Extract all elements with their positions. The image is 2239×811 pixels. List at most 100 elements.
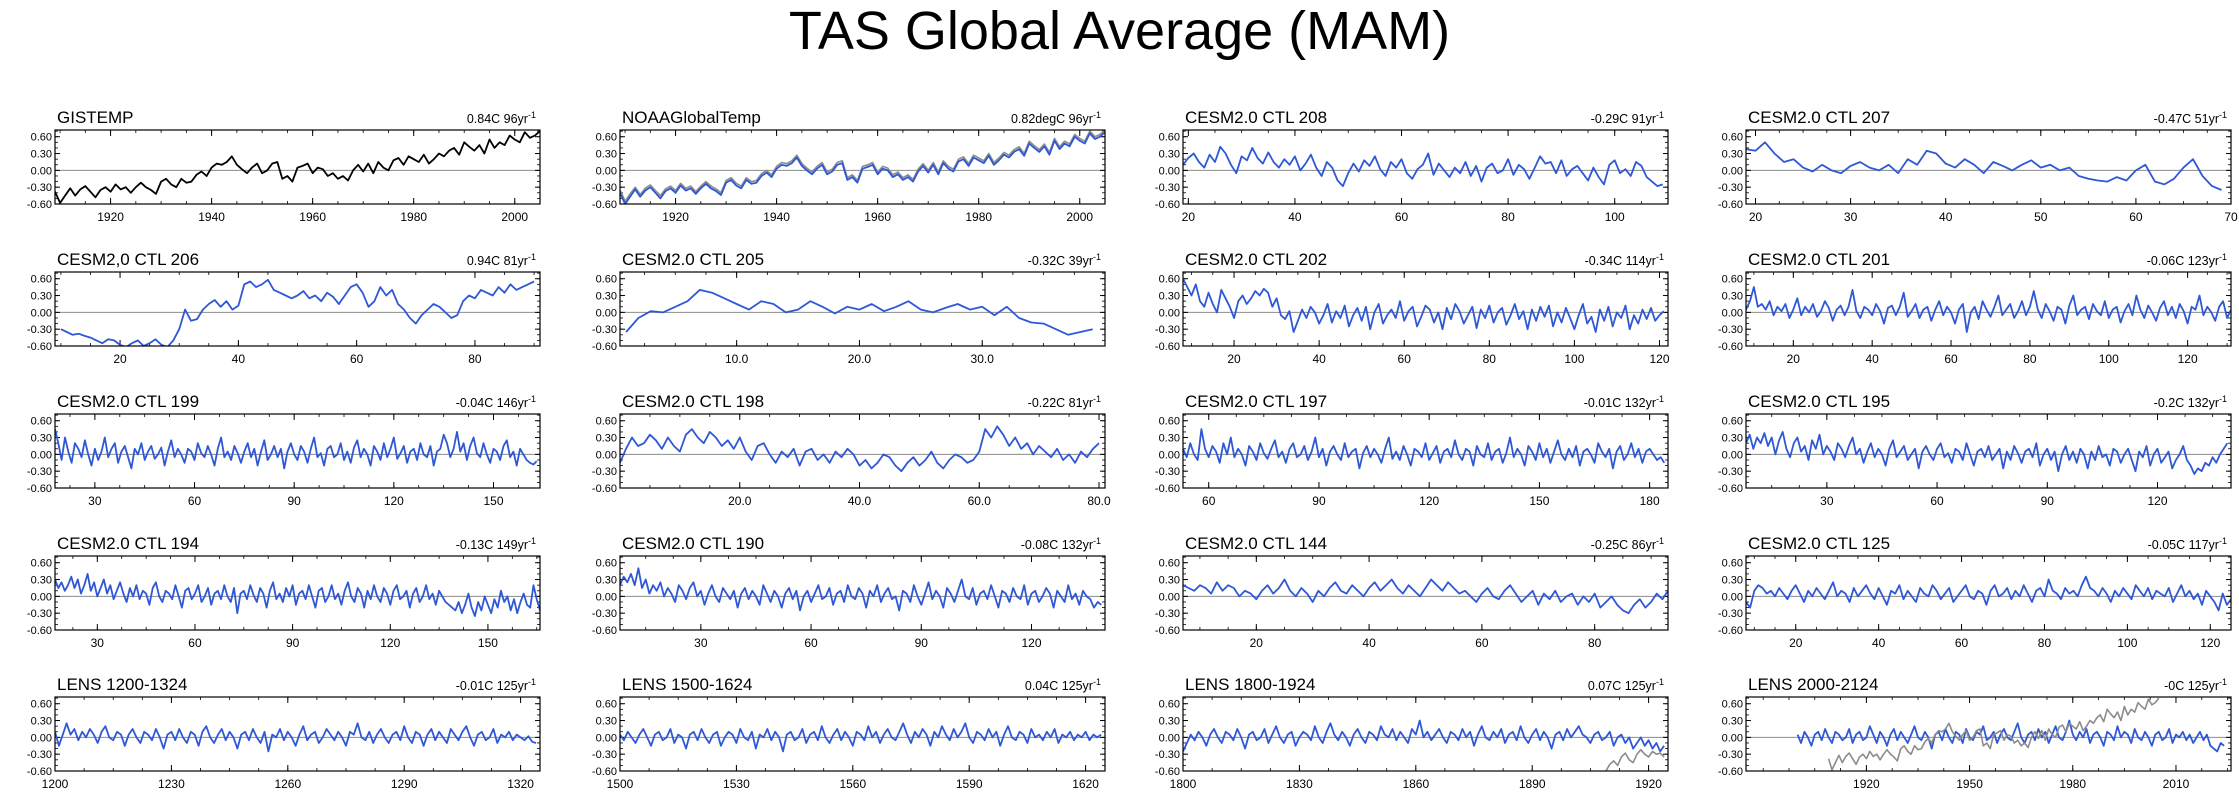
x-tick-label: 1920 — [1853, 777, 1880, 791]
panel-trend: -0.01C 132yr-1 — [1584, 394, 1664, 410]
y-tick-label: -0.30 — [1718, 608, 1743, 620]
panel-frame — [1182, 696, 1669, 772]
y-tick-label: 0.30 — [1722, 291, 1743, 303]
x-tick-label: 180 — [1640, 494, 1660, 508]
x-tick-label: 1590 — [956, 777, 983, 791]
x-tick-label: 80 — [1588, 636, 1602, 650]
x-tick-label: 80 — [2038, 636, 2052, 650]
y-tick-label: 0.30 — [596, 149, 617, 161]
x-tick-label: 60 — [1395, 210, 1409, 224]
panel-10: CESM2.0 CTL 197 -0.01C 132yr-1 0.60 0.30 0.0… — [1155, 392, 1669, 508]
series-line-model — [1183, 278, 1665, 333]
x-tick-label: 90 — [2041, 494, 2055, 508]
y-tick-label: -0.60 — [1718, 199, 1743, 211]
x-tick-label: 40 — [1362, 636, 1376, 650]
series-line-model — [55, 428, 538, 470]
y-tick-label: -0.60 — [27, 199, 52, 211]
panel-trend: -0.25C 86yr-1 — [1591, 536, 1664, 552]
y-tick-label: 0.00 — [596, 307, 617, 319]
panel-trend: 0.07C 125yr-1 — [1588, 677, 1664, 693]
panel-4: CESM2,0 CTL 206 0.94C 81yr-1 0.60 0.30 0.00 -… — [27, 250, 541, 366]
y-tick-label: 0.30 — [31, 291, 52, 303]
x-tick-label: 2000 — [1066, 210, 1093, 224]
y-tick-label: -0.60 — [592, 625, 617, 637]
x-tick-label: 1980 — [400, 210, 427, 224]
series-line-model — [1183, 145, 1663, 188]
panel-15: CESM2.0 CTL 125 -0.05C 117yr-1 0.60 0.30 0.0… — [1718, 534, 2232, 650]
y-tick-label: 0.30 — [1159, 433, 1180, 445]
y-tick-label: 0.60 — [31, 132, 52, 144]
panel-trend: -0.34C 114yr-1 — [1585, 252, 1664, 268]
y-tick-label: 0.60 — [1722, 132, 1743, 144]
x-tick-label: 1200 — [42, 777, 69, 791]
x-tick-label: 1950 — [1956, 777, 1983, 791]
y-tick-label: 0.60 — [1159, 558, 1180, 570]
panel-title: CESM2.0 CTL 208 — [1185, 108, 1327, 127]
y-tick-label: -0.30 — [27, 324, 52, 336]
panel-5: CESM2.0 CTL 205 -0.32C 39yr-1 0.60 0.30 0.00… — [592, 250, 1106, 366]
x-tick-label: 1960 — [864, 210, 891, 224]
x-tick-label: 100 — [2099, 352, 2119, 366]
panel-title: CESM2.0 CTL 201 — [1748, 250, 1890, 269]
series-line-model — [1746, 141, 2222, 191]
x-tick-label: 120 — [2178, 352, 2198, 366]
panel-1: NOAAGlobalTemp 0.82degC 96yr-1 0.60 0.30 0.0… — [592, 108, 1106, 224]
y-tick-label: -0.30 — [1155, 182, 1180, 194]
y-tick-label: -0.60 — [27, 766, 52, 778]
y-tick-label: -0.60 — [592, 341, 617, 353]
x-tick-label: 90 — [287, 494, 301, 508]
panel-trend: -0.04C 146yr-1 — [456, 394, 536, 410]
series-line-model — [1746, 575, 2231, 612]
y-tick-label: 0.30 — [596, 716, 617, 728]
x-tick-label: 60 — [804, 636, 818, 650]
series-line-obs — [55, 130, 540, 204]
series-line-model — [60, 278, 535, 346]
y-tick-label: 0.00 — [31, 307, 52, 319]
panel-title: CESM2.0 CTL 207 — [1748, 108, 1890, 127]
x-tick-label: 80 — [2023, 352, 2037, 366]
series-line-model — [625, 288, 1093, 336]
x-tick-label: 80.0 — [1087, 494, 1111, 508]
panel-2: CESM2.0 CTL 208 -0.29C 91yr-1 0.60 0.30 0.00… — [1155, 108, 1669, 224]
panel-title: CESM2.0 CTL 198 — [622, 392, 764, 411]
y-tick-label: -0.60 — [1718, 766, 1743, 778]
x-tick-label: 60 — [1202, 494, 1216, 508]
panel-trend: -0.01C 125yr-1 — [456, 677, 536, 693]
x-tick-label: 60 — [188, 636, 202, 650]
x-tick-label: 30 — [88, 494, 102, 508]
y-tick-label: 0.00 — [1159, 165, 1180, 177]
x-tick-label: 60 — [1944, 352, 1958, 366]
y-tick-label: 0.60 — [31, 274, 52, 286]
panel-trend: -0.08C 132yr-1 — [1021, 536, 1101, 552]
x-tick-label: 120 — [1419, 494, 1439, 508]
panel-trend: -0.05C 117yr-1 — [2148, 536, 2227, 552]
x-tick-label: 120 — [1021, 636, 1041, 650]
x-tick-label: 30 — [1820, 494, 1834, 508]
x-tick-label: 60 — [1398, 352, 1412, 366]
y-tick-label: 0.00 — [1159, 732, 1180, 744]
x-tick-label: 20.0 — [728, 494, 752, 508]
x-tick-label: 50 — [2034, 210, 2048, 224]
panel-trend: 0.04C 125yr-1 — [1025, 677, 1101, 693]
y-tick-label: -0.30 — [592, 749, 617, 761]
x-tick-label: 40 — [232, 352, 246, 366]
y-tick-label: 0.60 — [1159, 274, 1180, 286]
panel-title: CESM2.0 CTL 197 — [1185, 392, 1327, 411]
panel-title: CESM2.0 CTL 144 — [1185, 534, 1327, 553]
series-line-model — [620, 425, 1100, 473]
panel-trend: 0.84C 96yr-1 — [467, 110, 536, 126]
y-tick-label: 0.30 — [31, 716, 52, 728]
panel-frame — [619, 555, 1106, 631]
y-tick-label: 0.30 — [31, 575, 52, 587]
x-tick-label: 60 — [1930, 494, 1944, 508]
panel-trend: -0.06C 123yr-1 — [2147, 252, 2227, 268]
x-tick-label: 40 — [1872, 636, 1886, 650]
y-tick-label: 0.60 — [1159, 132, 1180, 144]
y-tick-label: -0.60 — [592, 199, 617, 211]
series-line-model — [1183, 428, 1666, 470]
y-tick-label: 0.30 — [1722, 716, 1743, 728]
y-tick-label: -0.60 — [1155, 625, 1180, 637]
panel-title: CESM2.0 CTL 195 — [1748, 392, 1890, 411]
y-tick-label: -0.60 — [592, 483, 617, 495]
panel-frame — [1182, 129, 1669, 205]
